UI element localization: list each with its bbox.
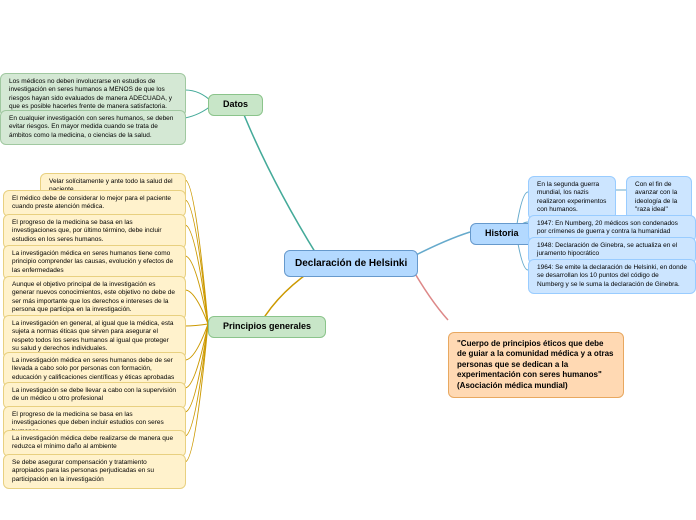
principios-node: Principios generales — [208, 316, 326, 338]
principios-leaf: El médico debe de considerar lo mejor pa… — [3, 190, 186, 217]
historia-leaf: Con el fin de avanzar con la ideología d… — [626, 176, 692, 220]
principios-leaf: Aunque el objetivo principal de la inves… — [3, 276, 186, 320]
historia-node: Historia — [470, 223, 534, 245]
historia-leaf: En la segunda guerra mundial, los nazis … — [528, 176, 616, 220]
principios-leaf: La investigación médica debe realizarse … — [3, 430, 186, 457]
datos-leaf: En cualquier investigación con seres hum… — [0, 110, 186, 145]
principios-leaf: La investigación se debe llevar a cabo c… — [3, 382, 186, 409]
principios-leaf: Se debe asegurar compensación y tratamie… — [3, 454, 186, 489]
center-node: Declaración de Helsinki — [284, 250, 418, 277]
quote-node: "Cuerpo de principios éticos que debe de… — [448, 332, 624, 398]
historia-leaf: 1964: Se emite la declaración de Helsink… — [528, 259, 696, 294]
datos-node: Datos — [208, 94, 263, 116]
